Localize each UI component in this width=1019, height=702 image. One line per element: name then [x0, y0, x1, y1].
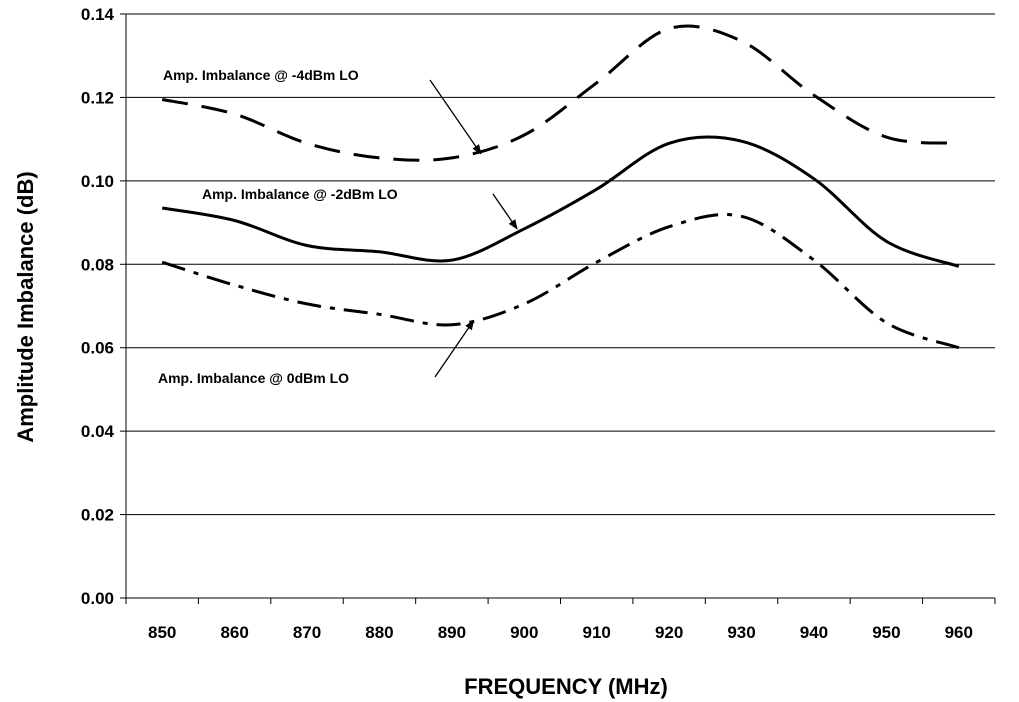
- annotation-arrow: [434, 319, 475, 378]
- x-tick-label: 860: [220, 623, 248, 642]
- x-tick-label: 920: [655, 623, 683, 642]
- x-tick-label: 960: [945, 623, 973, 642]
- y-tick-label: 0.08: [81, 255, 114, 274]
- y-tick-label: 0.14: [81, 5, 115, 24]
- x-tick-label: 910: [583, 623, 611, 642]
- x-tick-label: 880: [365, 623, 393, 642]
- data-series: [161, 24, 960, 350]
- x-tick-label: 850: [148, 623, 176, 642]
- annotation-label: Amp. Imbalance @ -2dBm LO: [202, 186, 398, 202]
- x-tick-label: 940: [800, 623, 828, 642]
- y-axis-tick-labels: 0.00 0.02 0.04 0.06 0.08 0.10 0.12 0.14: [81, 5, 115, 608]
- series-line-3: [161, 213, 960, 350]
- x-tick-label: 950: [872, 623, 900, 642]
- y-tick-label: 0.10: [81, 172, 114, 191]
- annotation-arrow: [492, 193, 518, 230]
- y-tick-label: 0.06: [81, 339, 114, 358]
- annotation-arrow: [429, 79, 482, 155]
- x-axis-title: FREQUENCY (MHz): [464, 674, 668, 699]
- x-tick-label: 930: [727, 623, 755, 642]
- y-tick-label: 0.12: [81, 88, 114, 107]
- y-tick-label: 0.04: [81, 422, 115, 441]
- series-line-2: [161, 135, 960, 268]
- axes: [120, 13, 996, 604]
- y-tick-label: 0.00: [81, 589, 114, 608]
- annotation-label: Amp. Imbalance @ 0dBm LO: [158, 370, 349, 386]
- x-tick-label: 870: [293, 623, 321, 642]
- y-axis-title: Amplitude Imbalance (dB): [13, 171, 38, 442]
- y-tick-label: 0.02: [81, 506, 114, 525]
- x-axis-tick-labels: 850 860 870 880 890 900 910 920 930 940 950 960: [148, 623, 973, 642]
- gridlines: [126, 13, 995, 516]
- x-tick-label: 900: [510, 623, 538, 642]
- annotation-label: Amp. Imbalance @ -4dBm LO: [163, 67, 359, 83]
- x-tick-label: 890: [438, 623, 466, 642]
- series-line-1: [161, 24, 959, 162]
- annotations: Amp. Imbalance @ -4dBm LO Amp. Imbalance …: [158, 67, 518, 386]
